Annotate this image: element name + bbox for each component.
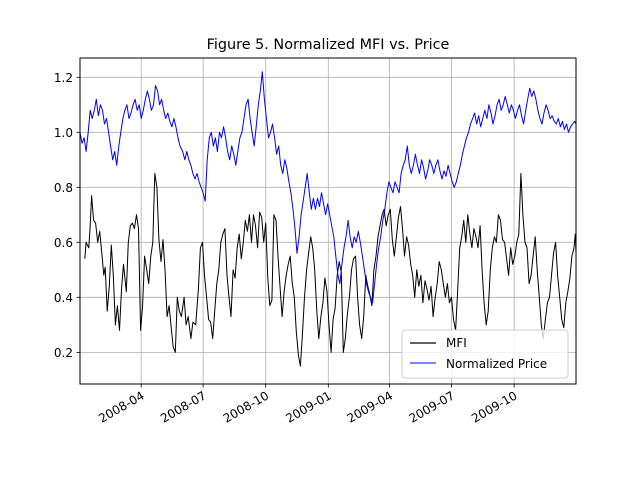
y-tick-label: 1.2 bbox=[54, 71, 73, 85]
y-tick-label: 0.2 bbox=[54, 346, 73, 360]
y-tick-label: 0.8 bbox=[54, 181, 73, 195]
legend-label-mfi: MFI bbox=[446, 336, 467, 350]
y-tick-label: 0.4 bbox=[54, 291, 73, 305]
series-line-mfi bbox=[84, 173, 577, 367]
y-tick-label: 1.0 bbox=[54, 126, 73, 140]
chart-title: Figure 5. Normalized MFI vs. Price bbox=[207, 37, 450, 53]
y-axis: 0.2 0.4 0.6 0.8 1.0 1.2 bbox=[54, 71, 80, 360]
legend: MFI Normalized Price bbox=[401, 329, 569, 379]
legend-label-normalized-price: Normalized Price bbox=[446, 357, 547, 371]
y-tick-label: 0.6 bbox=[54, 236, 73, 250]
legend-box bbox=[401, 329, 569, 379]
series-line-normalized-price bbox=[79, 71, 577, 304]
series-lines bbox=[79, 71, 577, 367]
